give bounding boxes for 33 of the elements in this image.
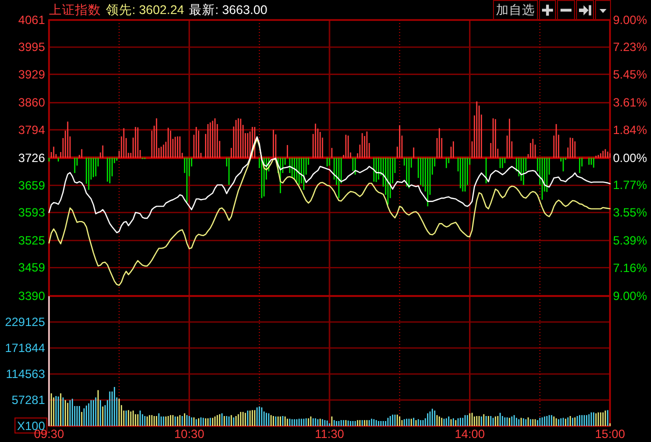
- y-tick-label: 114563: [6, 367, 46, 381]
- y-tick-label: 57281: [12, 393, 46, 407]
- y-tick-label: 3929: [18, 67, 46, 82]
- legend: 领先: 3602.24 最新: 3663.00: [106, 3, 268, 17]
- x-tick-label: 14:00: [454, 427, 486, 441]
- y2-tick-label: 5.45%: [613, 67, 648, 82]
- x-tick-label: 11:30: [314, 427, 344, 441]
- y2-tick-label: 7.23%: [613, 40, 648, 54]
- y2-tick-label: 3.61%: [613, 96, 648, 110]
- y2-tick-label: 5.39%: [613, 234, 648, 248]
- y2-tick-label: 1.77%: [613, 178, 648, 192]
- y-tick-label: 4061: [18, 13, 46, 27]
- chart-title: 上证指数: [49, 3, 101, 17]
- y-tick-label: 3995: [18, 40, 46, 54]
- y2-tick-label: 7.16%: [613, 260, 648, 275]
- y-tick-label: 3659: [18, 178, 46, 192]
- y2-tick-label: 1.84%: [613, 122, 648, 137]
- y-tick-label: 3459: [18, 260, 46, 275]
- x-tick-label: 15:00: [594, 427, 626, 441]
- y2-tick-label: 0.00%: [613, 151, 648, 165]
- y-tick-label: 3860: [18, 96, 46, 110]
- y2-tick-label: 9.00%: [613, 289, 648, 303]
- y-tick-label: 3726: [18, 150, 46, 165]
- text: 加自选: [496, 3, 535, 17]
- y2-tick-label: 3.55%: [613, 205, 648, 220]
- y2-tick-label: 9.00%: [613, 13, 648, 27]
- y-tick-label: 3390: [18, 289, 46, 303]
- y-tick-label: 3525: [18, 233, 46, 248]
- y-tick-label: 171844: [4, 341, 46, 355]
- x-tick-label: 10:30: [174, 427, 205, 441]
- y-tick-label: 229125: [4, 315, 46, 329]
- y-tick-label: 3593: [18, 206, 46, 220]
- y-tick-label: 3794: [18, 122, 46, 137]
